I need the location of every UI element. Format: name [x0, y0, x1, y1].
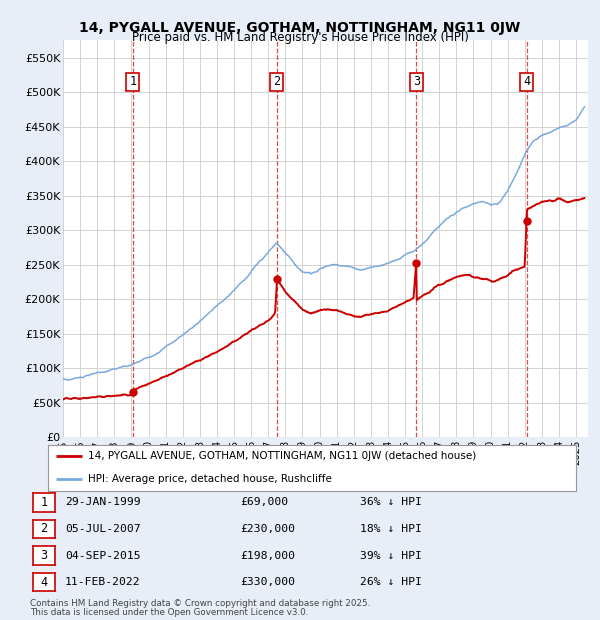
Text: 2: 2: [274, 76, 280, 89]
Text: 2: 2: [40, 523, 47, 535]
Text: Price paid vs. HM Land Registry's House Price Index (HPI): Price paid vs. HM Land Registry's House …: [131, 31, 469, 44]
Text: 3: 3: [413, 76, 420, 89]
Text: 3: 3: [40, 549, 47, 562]
Text: 04-SEP-2015: 04-SEP-2015: [65, 551, 140, 560]
Text: 26% ↓ HPI: 26% ↓ HPI: [360, 577, 422, 587]
Text: 39% ↓ HPI: 39% ↓ HPI: [360, 551, 422, 560]
Text: 18% ↓ HPI: 18% ↓ HPI: [360, 524, 422, 534]
Text: 36% ↓ HPI: 36% ↓ HPI: [360, 497, 422, 507]
Text: Contains HM Land Registry data © Crown copyright and database right 2025.: Contains HM Land Registry data © Crown c…: [30, 598, 370, 608]
Text: £198,000: £198,000: [240, 551, 295, 560]
Text: £69,000: £69,000: [240, 497, 288, 507]
Text: 14, PYGALL AVENUE, GOTHAM, NOTTINGHAM, NG11 0JW: 14, PYGALL AVENUE, GOTHAM, NOTTINGHAM, N…: [79, 21, 521, 35]
Text: 14, PYGALL AVENUE, GOTHAM, NOTTINGHAM, NG11 0JW (detached house): 14, PYGALL AVENUE, GOTHAM, NOTTINGHAM, N…: [88, 451, 476, 461]
Text: 1: 1: [129, 76, 136, 89]
Text: £230,000: £230,000: [240, 524, 295, 534]
Text: 1: 1: [40, 496, 47, 508]
Text: 29-JAN-1999: 29-JAN-1999: [65, 497, 140, 507]
Text: 4: 4: [523, 76, 530, 89]
Text: £330,000: £330,000: [240, 577, 295, 587]
Text: 4: 4: [40, 576, 47, 588]
Text: This data is licensed under the Open Government Licence v3.0.: This data is licensed under the Open Gov…: [30, 608, 308, 617]
Text: HPI: Average price, detached house, Rushcliffe: HPI: Average price, detached house, Rush…: [88, 474, 331, 484]
Text: 05-JUL-2007: 05-JUL-2007: [65, 524, 140, 534]
Text: 11-FEB-2022: 11-FEB-2022: [65, 577, 140, 587]
